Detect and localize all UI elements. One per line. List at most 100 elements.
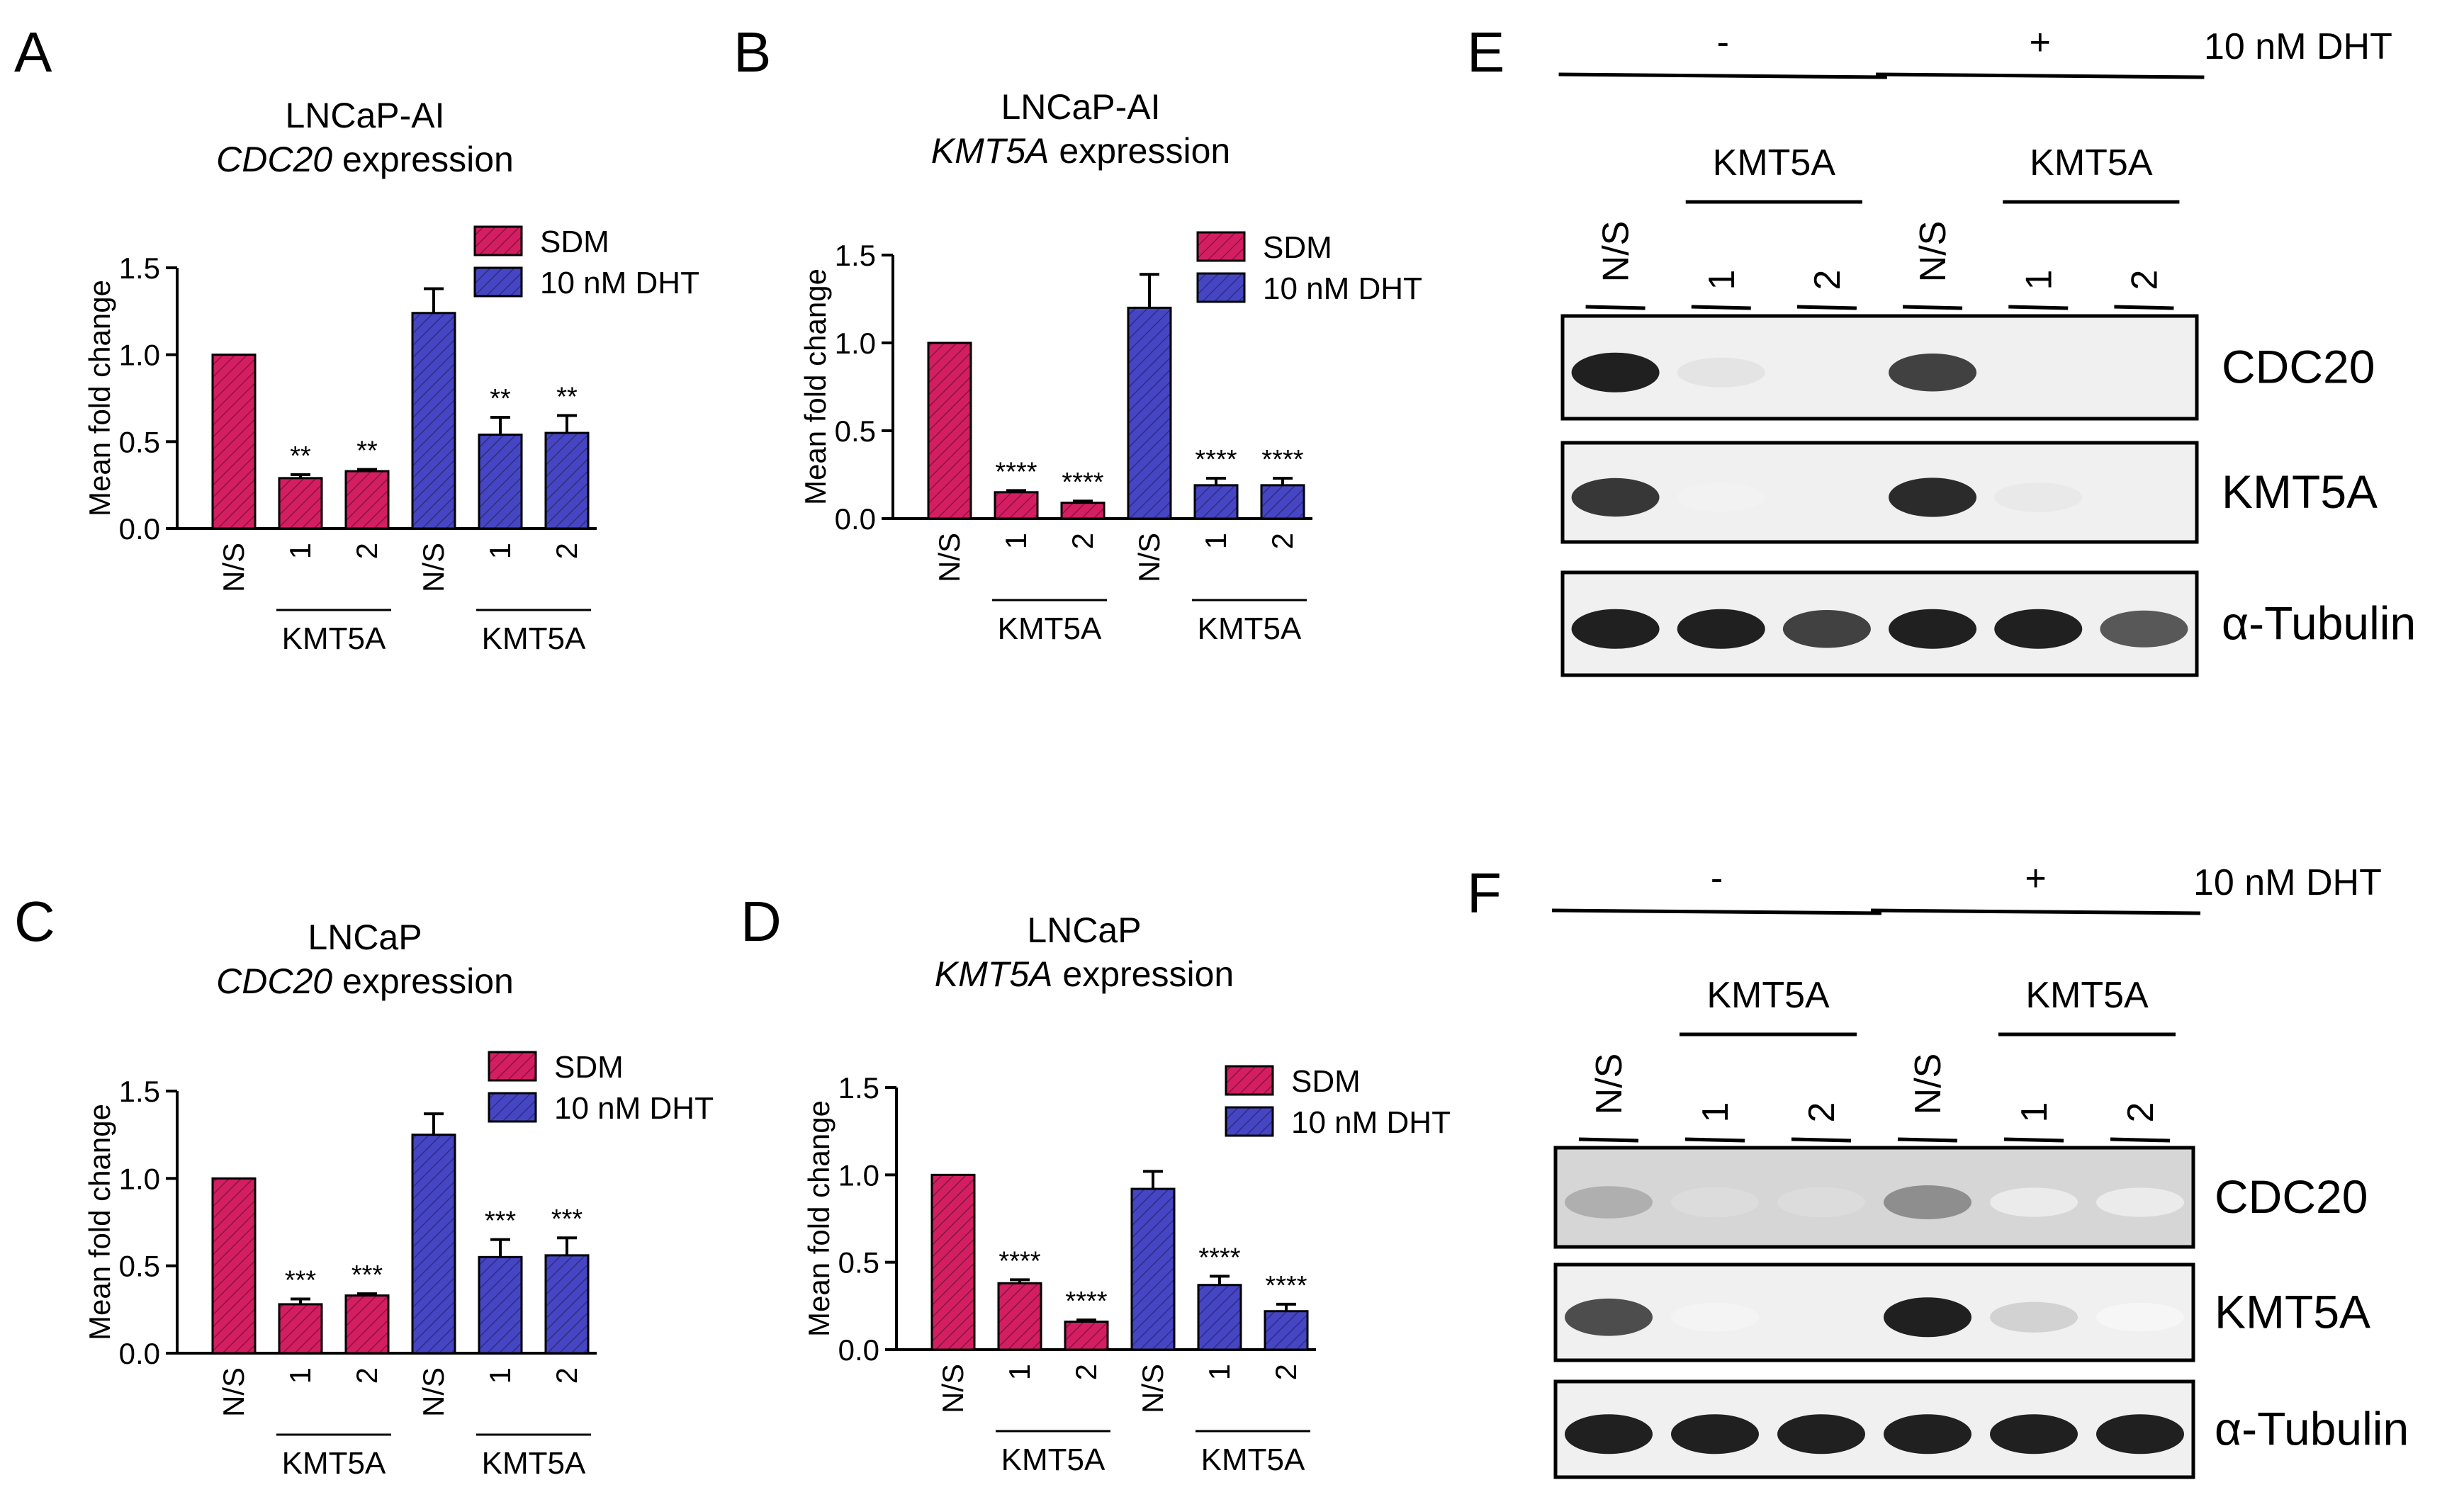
blot-f-treatment-label: 10 nM DHT [2193, 862, 2382, 903]
panel-letter-d: D [741, 890, 782, 953]
blot-e-row-label-1: CDC20 [2222, 341, 2375, 393]
chart-c-bar-dht-4 [411, 1134, 456, 1355]
blot-f-band-3-4 [1884, 1414, 1971, 1454]
blot-f-band-3-1 [1565, 1414, 1653, 1454]
blot-e-condition-line [1876, 72, 2205, 79]
blot-f-band-3-2 [1671, 1414, 1759, 1454]
blot-e-row-label-3: α-Tubulin [2222, 597, 2416, 650]
blot-e-lane-label-1: N/S [1596, 221, 1637, 283]
chart-a-ytick-label: 1.0 [119, 339, 160, 372]
chart-c-bar-sdm-2 [278, 1303, 323, 1355]
blot-e-band-1-2 [1677, 357, 1765, 388]
chart-c-xtick-label: N/S [417, 1367, 450, 1417]
chart-d-ytick-label: 0.0 [838, 1333, 879, 1367]
chart-b-legend-swatch-sdm [1196, 231, 1246, 262]
chart-a-xtick-label: N/S [217, 543, 250, 592]
chart-a-sig-3: ** [356, 436, 378, 466]
chart-c-title-line2: CDC20 expression [216, 961, 514, 1001]
blot-e-lane-label-3: 2 [1807, 270, 1848, 290]
blot-e-band-2-4 [1889, 478, 1977, 517]
chart-b-ytick-label: 0.5 [835, 414, 876, 448]
chart-d-group-label: KMT5A [1201, 1442, 1305, 1477]
blot-f-band-3-5 [1990, 1414, 2078, 1454]
chart-d-bar-sdm-2 [997, 1282, 1042, 1351]
blot-f-row-label-1: CDC20 [2215, 1170, 2368, 1223]
blot-f-band-2-6 [2096, 1302, 2184, 1332]
chart-d-group-label: KMT5A [1001, 1442, 1106, 1477]
chart-d-xtick-label: 1 [1003, 1364, 1036, 1380]
blot-e-band-3-3 [1782, 609, 1871, 648]
blot-e-lane-label-2: 1 [1701, 270, 1743, 290]
blot-f-lane-line [1897, 1137, 1958, 1143]
chart-d-legend-label-sdm: SDM [1291, 1064, 1361, 1099]
chart-b-xtick-label: N/S [933, 533, 966, 582]
chart-b-xtick-label: 2 [1066, 533, 1099, 549]
blot-f-condition-line [1551, 908, 1882, 915]
chart-d-ytick-label: 0.5 [838, 1246, 879, 1279]
blot-e-membrane-2 [1560, 441, 2199, 544]
blot-f-band-1-2 [1671, 1187, 1759, 1218]
chart-a-xtick-label: 2 [350, 543, 383, 559]
blot-f-lane-line [2003, 1137, 2064, 1143]
chart-a-title-line2: CDC20 expression [216, 140, 514, 179]
blot-f-band-3-6 [2096, 1414, 2184, 1454]
blot-f-lane-label-3: 2 [1801, 1102, 1843, 1123]
chart-a-ytick-label: 0.5 [119, 425, 160, 458]
chart-c-legend-swatch-sdm [488, 1051, 537, 1082]
blot-e-lane-label-4: N/S [1913, 221, 1954, 283]
blot-e-group-label-2: KMT5A [2030, 142, 2153, 183]
chart-c-ytick-label: 0.0 [119, 1337, 160, 1370]
blot-e-membrane-1 [1560, 314, 2199, 421]
chart-d-xtick-label: 2 [1269, 1364, 1303, 1380]
chart-b-sig-3: **** [1062, 468, 1103, 497]
blot-f-band-2-1 [1565, 1298, 1653, 1336]
chart-a-sig-2: ** [290, 441, 311, 471]
chart-c-sig-3: *** [351, 1260, 383, 1290]
panel-letter-e: E [1467, 21, 1505, 84]
chart-b-xtick-label: N/S [1132, 533, 1166, 582]
blot-e-lane-line [1585, 305, 1646, 310]
chart-a-legend-label-sdm: SDM [540, 225, 609, 259]
chart-b-bar-sdm-1 [927, 341, 972, 520]
chart-d-sig-3: **** [1065, 1287, 1107, 1316]
blot-f-condition-line [1870, 908, 2201, 915]
panel-letter-f: F [1467, 862, 1502, 925]
chart-a-ylabel: Mean fold change [83, 280, 116, 516]
blot-e-band-3-5 [1994, 609, 2083, 649]
chart-a-sig-6: ** [556, 383, 578, 412]
chart-c-bar-sdm-3 [344, 1294, 390, 1355]
chart-c-xtick-label: N/S [217, 1367, 250, 1417]
chart-c-sig-6: *** [551, 1204, 583, 1234]
blot-f-lane-line [1791, 1137, 1852, 1143]
chart-c-sig-2: *** [285, 1266, 317, 1296]
chart-b-bar-dht-5 [1193, 484, 1239, 520]
blot-e-band-2-5 [1994, 482, 2083, 512]
blot-e-lane-line [1796, 305, 1857, 310]
chart-c-sig-5: *** [485, 1207, 517, 1236]
blot-e-band-3-4 [1889, 609, 1977, 649]
blot-f-membrane-3 [1553, 1379, 2195, 1479]
panel-letter-a: A [14, 21, 52, 84]
chart-d-sig-2: **** [998, 1246, 1040, 1276]
chart-a-group-label: KMT5A [482, 621, 586, 656]
blot-e-condition-label: - [1717, 22, 1729, 63]
chart-b-xtick-label: 1 [999, 533, 1033, 549]
chart-d-bar-dht-4 [1130, 1187, 1176, 1351]
chart-a-bar-dht-6 [544, 431, 590, 530]
blot-f-lane-label-2: 1 [1695, 1102, 1736, 1123]
chart-b-legend-label-dht: 10 nM DHT [1263, 271, 1422, 306]
blot-e-lane-label-6: 2 [2124, 270, 2165, 290]
chart-b-bar-dht-6 [1260, 484, 1305, 520]
chart-b-title-line1: LNCaP-AI [1001, 87, 1160, 127]
chart-a-sig-5: ** [490, 384, 511, 414]
panel-letter-b: B [733, 21, 772, 84]
chart-b-sig-2: **** [995, 457, 1037, 487]
blot-e-band-1-1 [1571, 352, 1660, 392]
chart-d-ytick-label: 1.0 [838, 1158, 879, 1192]
chart-d-xtick-label: 1 [1203, 1364, 1236, 1380]
chart-b-ylabel: Mean fold change [799, 269, 832, 505]
blot-f-lane-label-1: N/S [1589, 1053, 1630, 1115]
chart-c-bar-dht-5 [478, 1255, 523, 1355]
chart-c-ylabel: Mean fold change [83, 1104, 116, 1340]
